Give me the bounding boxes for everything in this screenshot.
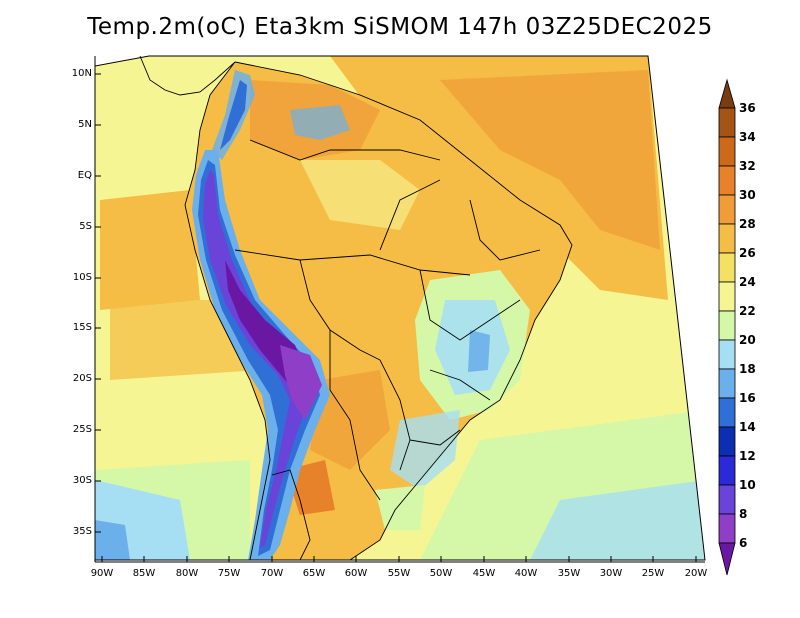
lon-label: 45W	[472, 568, 496, 579]
guiana-cool	[290, 105, 350, 140]
uruguay-mild	[375, 485, 425, 530]
lon-label: 25W	[641, 568, 665, 579]
colorbar-label: 16	[739, 391, 756, 405]
temperature-field	[95, 56, 705, 560]
lat-label: 30S	[72, 475, 92, 486]
atlantic-coastline	[234, 61, 573, 561]
colorbar-label: 30	[739, 188, 756, 202]
map-frame	[94, 55, 706, 561]
colorbar-14-16	[718, 397, 736, 428]
colorbar-label: 34	[739, 130, 756, 144]
lon-label: 50W	[429, 568, 453, 579]
colorbar-10-12	[718, 455, 736, 486]
pacific-coastline	[184, 61, 271, 561]
lon-label: 70W	[260, 568, 284, 579]
colorbar-label: 8	[739, 507, 748, 521]
colorbar-label: 22	[739, 304, 756, 318]
colorbar-24-26	[718, 252, 736, 283]
lon-label: 30W	[599, 568, 623, 579]
colorbar-label: 12	[739, 449, 756, 463]
border-chile-argentina	[271, 469, 311, 561]
hot-atlantic	[440, 70, 660, 250]
amazon-mild	[300, 160, 420, 230]
border-northeast	[469, 199, 541, 261]
lon-label: 60W	[344, 568, 368, 579]
border-north	[249, 139, 441, 161]
cooler-south-atlantic	[530, 480, 705, 560]
borders	[139, 55, 573, 561]
colorbar-30-32	[718, 165, 736, 196]
colorbar-22-24	[718, 281, 736, 312]
colorbar-label: 24	[739, 275, 756, 289]
lon-label: 20W	[684, 568, 708, 579]
lon-label: 55W	[387, 568, 411, 579]
lon-label: 90W	[90, 568, 114, 579]
lat-label: 15S	[72, 322, 92, 333]
lat-label: 5S	[79, 221, 92, 232]
y-ticks	[95, 73, 101, 533]
lat-label: 10N	[71, 68, 92, 79]
highlands-cold-patch	[468, 330, 490, 372]
central-america-coast	[139, 55, 236, 96]
colorbar-18-20	[718, 339, 736, 370]
colorbar-label: 32	[739, 159, 756, 173]
lat-label: 35S	[72, 526, 92, 537]
border-goias	[419, 269, 521, 341]
lat-label: 10S	[72, 272, 92, 283]
lon-label: 65W	[302, 568, 326, 579]
colorbar-label: 36	[739, 101, 756, 115]
colorbar-12-14	[718, 426, 736, 457]
lat-label: 20S	[72, 373, 92, 384]
border-peru-brazil	[234, 249, 471, 276]
border-argentina	[329, 330, 381, 501]
colorbar-6-8	[718, 513, 736, 544]
lat-label: 25S	[72, 424, 92, 435]
colorbar-8-10	[718, 484, 736, 515]
altiplano-cold-core	[280, 345, 322, 420]
colorbar-top-arrow	[718, 78, 736, 109]
colorbar-label: 18	[739, 362, 756, 376]
map-title: Temp.2m(oC) Eta3km SiSMOM 147h 03Z25DEC2…	[87, 14, 713, 40]
border-south	[409, 429, 461, 446]
lon-label: 40W	[514, 568, 538, 579]
colder-south-pacific	[95, 520, 130, 560]
colorbar-32-34	[718, 136, 736, 167]
colorbar-bottom-arrow	[718, 542, 736, 576]
colorbar-34-36	[718, 107, 736, 138]
border-paraguay	[379, 359, 411, 471]
lon-label: 75W	[217, 568, 241, 579]
warm-pacific-north	[100, 190, 200, 310]
north-andes-cold	[220, 80, 247, 150]
colorbar-20-22	[718, 310, 736, 341]
colorbar-label: 28	[739, 217, 756, 231]
colorbar-label: 14	[739, 420, 756, 434]
colorbar-28-30	[718, 194, 736, 225]
colorbar-26-28	[718, 223, 736, 254]
colorbar-label: 20	[739, 333, 756, 347]
colorbar	[718, 78, 736, 576]
lon-label: 80W	[175, 568, 199, 579]
border-amazon-states	[379, 179, 441, 251]
lat-label: 5N	[78, 119, 92, 130]
colorbar-16-18	[718, 368, 736, 399]
lon-label: 85W	[132, 568, 156, 579]
lat-label: EQ	[77, 170, 92, 181]
lon-label: 35W	[557, 568, 581, 579]
colorbar-label: 6	[739, 536, 748, 550]
x-ticks	[101, 556, 697, 562]
border-southeast	[429, 369, 491, 401]
colorbar-label: 26	[739, 246, 756, 260]
colorbar-label: 10	[739, 478, 756, 492]
andes-very-cold-band	[203, 170, 312, 548]
